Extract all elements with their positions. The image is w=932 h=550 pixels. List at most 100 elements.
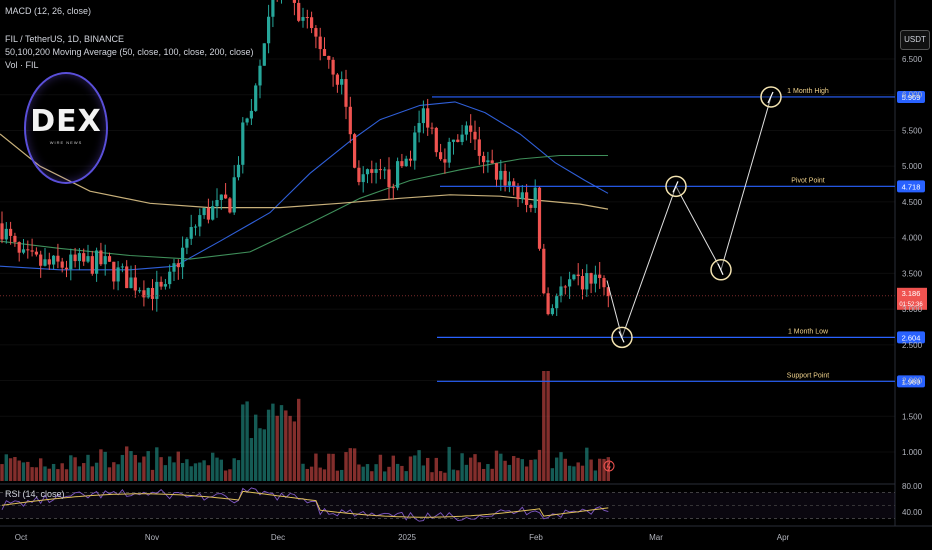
time-tick: 2025 [398, 533, 416, 542]
candle-body [176, 263, 180, 268]
countdown-text: 01:52:36 [899, 302, 923, 308]
candle-body [133, 277, 137, 291]
volume-bar [370, 471, 374, 481]
time-tick: Nov [145, 533, 159, 542]
candle-body [120, 266, 124, 268]
volume-bar [357, 464, 361, 481]
volume-bar [150, 469, 155, 481]
volume-legend: Vol · FIL [5, 60, 39, 70]
volume-bar [606, 457, 610, 481]
candle-body [327, 55, 331, 60]
volume-bar [413, 455, 417, 481]
volume-bar [400, 465, 404, 481]
candle-body [107, 256, 112, 262]
candle-body [310, 17, 314, 29]
candle-body [198, 215, 202, 227]
candle-body [383, 169, 387, 171]
volume-bar [271, 403, 275, 481]
ma50-line [0, 101, 609, 271]
candle-body [572, 274, 576, 280]
candle-body [168, 271, 172, 285]
volume-bar [473, 454, 477, 481]
volume-bar [73, 457, 77, 481]
volume-bar [189, 466, 193, 481]
candle-body [314, 28, 318, 37]
candle-body [224, 194, 228, 199]
volume-bar [438, 471, 443, 481]
volume-bar [56, 469, 60, 481]
candle-body [150, 287, 155, 299]
current-price-text: 3.186 [902, 289, 921, 298]
volume-bar [146, 451, 150, 481]
candle-body [400, 161, 404, 167]
volume-bar [443, 472, 447, 481]
rsi-tick: 80.00 [902, 482, 923, 491]
volume-bar [537, 449, 542, 481]
candle-body [125, 266, 129, 289]
candle-body [331, 59, 335, 75]
candle-body [417, 123, 421, 133]
volume-bar [211, 452, 215, 481]
candle-body [374, 169, 378, 173]
volume-bar [219, 459, 223, 481]
volume-bar [598, 458, 602, 481]
volume-bar [533, 459, 537, 481]
volume-bar [13, 457, 17, 481]
level-value-badge [897, 375, 925, 388]
logo-text: DEX [30, 104, 102, 139]
candle-body [512, 181, 516, 187]
projection-arrow [767, 91, 774, 104]
candle-body [520, 192, 524, 200]
projection-path [606, 86, 782, 349]
level-value-text: 2.604 [902, 333, 921, 342]
candle-body [60, 261, 64, 268]
volume-bar [391, 455, 395, 481]
logo-subtext: WIRE NEWS [49, 140, 83, 145]
volume-bar [249, 438, 254, 481]
candle-body [47, 259, 51, 265]
candle-body [460, 134, 464, 142]
volume-bar [520, 459, 524, 481]
candle-body [95, 250, 99, 274]
candle-body [112, 261, 116, 282]
candle-body [439, 152, 443, 160]
candle-body [516, 186, 520, 200]
volume-bar [447, 446, 451, 481]
volume-bar [563, 458, 567, 481]
volume-bar [34, 467, 39, 481]
volume-bar [456, 470, 460, 481]
volume-bar [516, 457, 520, 481]
axes: 6.500 6.000 5.500 5.000 4.500 4.000 3.500 3.000… [15, 55, 923, 542]
time-tick: Mar [649, 533, 663, 542]
dex-logo: DEX WIRE NEWS [24, 72, 108, 184]
current-price-badge [897, 287, 927, 310]
price-tick: 2.500 [902, 341, 923, 350]
lightning-icon-bolt [606, 461, 611, 472]
volume-bar [47, 468, 51, 481]
candle-body [490, 160, 494, 164]
candle-body [477, 139, 481, 156]
volume-bar [60, 463, 64, 481]
volume-bar [185, 459, 189, 481]
volume-bar [82, 463, 86, 481]
candle-body [555, 296, 559, 309]
currency-button[interactable]: USDT [900, 30, 930, 50]
price-tick: 2.000 [902, 377, 923, 386]
volume-bar [361, 466, 365, 481]
volume-bar [215, 457, 219, 481]
volume-bar [503, 460, 507, 481]
volume-bar [245, 401, 249, 481]
volume-bar [387, 466, 391, 481]
candle-body [473, 131, 477, 140]
candle-body [357, 167, 361, 183]
volume-bar [352, 448, 357, 481]
candle-body [163, 284, 167, 287]
candle-body [602, 278, 606, 288]
candle-body [447, 141, 451, 163]
volume-bar [137, 462, 142, 481]
candle-body [318, 36, 322, 50]
volume-bar [331, 453, 335, 481]
volume-bar [168, 456, 172, 481]
candle-body [593, 274, 597, 284]
